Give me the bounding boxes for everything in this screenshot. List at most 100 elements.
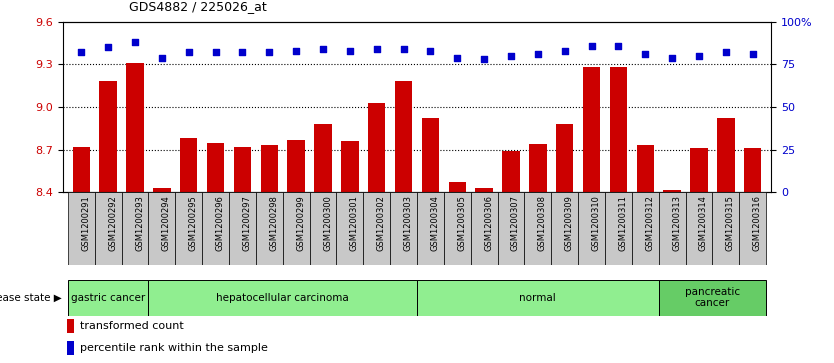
- Point: [397, 46, 410, 52]
- Bar: [470, 192, 498, 265]
- Text: GSM1200311: GSM1200311: [618, 195, 627, 251]
- Bar: [288, 140, 305, 192]
- Text: GSM1200295: GSM1200295: [188, 195, 198, 251]
- Point: [477, 56, 490, 62]
- Point: [424, 48, 437, 54]
- Bar: [556, 124, 574, 192]
- Text: gastric cancer: gastric cancer: [71, 293, 145, 303]
- Bar: [260, 146, 278, 192]
- Bar: [663, 189, 681, 192]
- Bar: [202, 192, 229, 265]
- Text: GSM1200297: GSM1200297: [243, 195, 252, 251]
- Point: [611, 43, 625, 49]
- Bar: [422, 118, 440, 192]
- Bar: [256, 192, 283, 265]
- Bar: [744, 148, 761, 192]
- Bar: [341, 141, 359, 192]
- Bar: [529, 144, 546, 192]
- Bar: [605, 192, 632, 265]
- Point: [316, 46, 329, 52]
- Point: [209, 50, 223, 56]
- Text: transformed count: transformed count: [80, 321, 184, 331]
- Point: [639, 51, 652, 57]
- Text: GSM1200293: GSM1200293: [135, 195, 144, 251]
- Text: GSM1200305: GSM1200305: [457, 195, 466, 251]
- Bar: [610, 67, 627, 192]
- Text: GSM1200292: GSM1200292: [108, 195, 118, 251]
- Bar: [691, 148, 708, 192]
- Point: [75, 50, 88, 56]
- Bar: [712, 192, 739, 265]
- Point: [558, 48, 571, 54]
- Bar: [368, 103, 385, 192]
- Text: GSM1200307: GSM1200307: [511, 195, 520, 251]
- Point: [344, 48, 357, 54]
- Text: GSM1200300: GSM1200300: [323, 195, 332, 251]
- Point: [128, 39, 142, 45]
- Point: [102, 45, 115, 50]
- Bar: [148, 280, 417, 316]
- Text: disease state ▶: disease state ▶: [0, 293, 62, 303]
- Text: GSM1200298: GSM1200298: [269, 195, 279, 251]
- Bar: [314, 124, 332, 192]
- Text: GSM1200316: GSM1200316: [752, 195, 761, 251]
- Bar: [686, 192, 712, 265]
- Bar: [180, 138, 198, 192]
- Bar: [498, 192, 525, 265]
- Point: [155, 55, 168, 61]
- Bar: [502, 151, 520, 192]
- Text: GSM1200306: GSM1200306: [484, 195, 493, 251]
- Bar: [309, 192, 336, 265]
- Text: hepatocellular carcinoma: hepatocellular carcinoma: [216, 293, 349, 303]
- Bar: [175, 192, 202, 265]
- Text: GSM1200309: GSM1200309: [565, 195, 574, 251]
- Bar: [234, 147, 251, 192]
- Bar: [417, 280, 659, 316]
- Bar: [475, 188, 493, 192]
- Bar: [336, 192, 364, 265]
- Bar: [283, 192, 309, 265]
- Bar: [68, 192, 95, 265]
- Bar: [578, 192, 605, 265]
- Bar: [394, 82, 412, 192]
- Bar: [229, 192, 256, 265]
- Bar: [417, 192, 444, 265]
- Bar: [636, 146, 654, 192]
- Bar: [99, 82, 117, 192]
- Text: percentile rank within the sample: percentile rank within the sample: [80, 343, 269, 353]
- Text: GDS4882 / 225026_at: GDS4882 / 225026_at: [129, 0, 267, 13]
- Bar: [68, 280, 148, 316]
- Bar: [444, 192, 470, 265]
- Bar: [148, 192, 175, 265]
- Point: [370, 46, 384, 52]
- Bar: [449, 183, 466, 192]
- Text: GSM1200299: GSM1200299: [296, 195, 305, 251]
- Text: GSM1200314: GSM1200314: [699, 195, 708, 251]
- Text: GSM1200296: GSM1200296: [216, 195, 224, 251]
- Bar: [67, 319, 74, 333]
- Text: GSM1200303: GSM1200303: [404, 195, 413, 251]
- Point: [531, 51, 545, 57]
- Text: GSM1200304: GSM1200304: [430, 195, 440, 251]
- Bar: [717, 118, 735, 192]
- Bar: [207, 143, 224, 192]
- Text: GSM1200310: GSM1200310: [591, 195, 600, 251]
- Point: [236, 50, 249, 56]
- Bar: [659, 192, 686, 265]
- Point: [289, 48, 303, 54]
- Bar: [73, 147, 90, 192]
- Text: GSM1200302: GSM1200302: [377, 195, 385, 251]
- Text: GSM1200301: GSM1200301: [350, 195, 359, 251]
- Point: [666, 55, 679, 61]
- Bar: [390, 192, 417, 265]
- Point: [263, 50, 276, 56]
- Bar: [67, 340, 74, 355]
- Text: GSM1200308: GSM1200308: [538, 195, 547, 251]
- Text: normal: normal: [520, 293, 556, 303]
- Bar: [551, 192, 578, 265]
- Point: [746, 51, 759, 57]
- Bar: [153, 188, 171, 192]
- Text: GSM1200312: GSM1200312: [646, 195, 654, 251]
- Bar: [583, 67, 600, 192]
- Bar: [525, 192, 551, 265]
